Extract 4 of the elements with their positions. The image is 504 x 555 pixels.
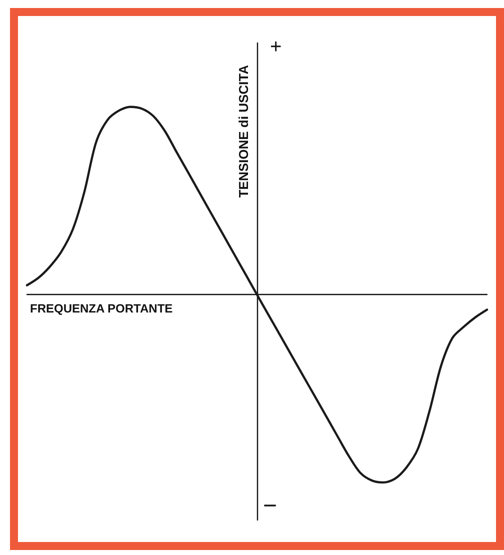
x-axis-title: FREQUENZA PORTANTE <box>30 302 173 316</box>
y-axis-title: TENSIONE di USCITA <box>236 64 251 198</box>
text: − <box>263 492 278 520</box>
text: + <box>270 36 282 58</box>
